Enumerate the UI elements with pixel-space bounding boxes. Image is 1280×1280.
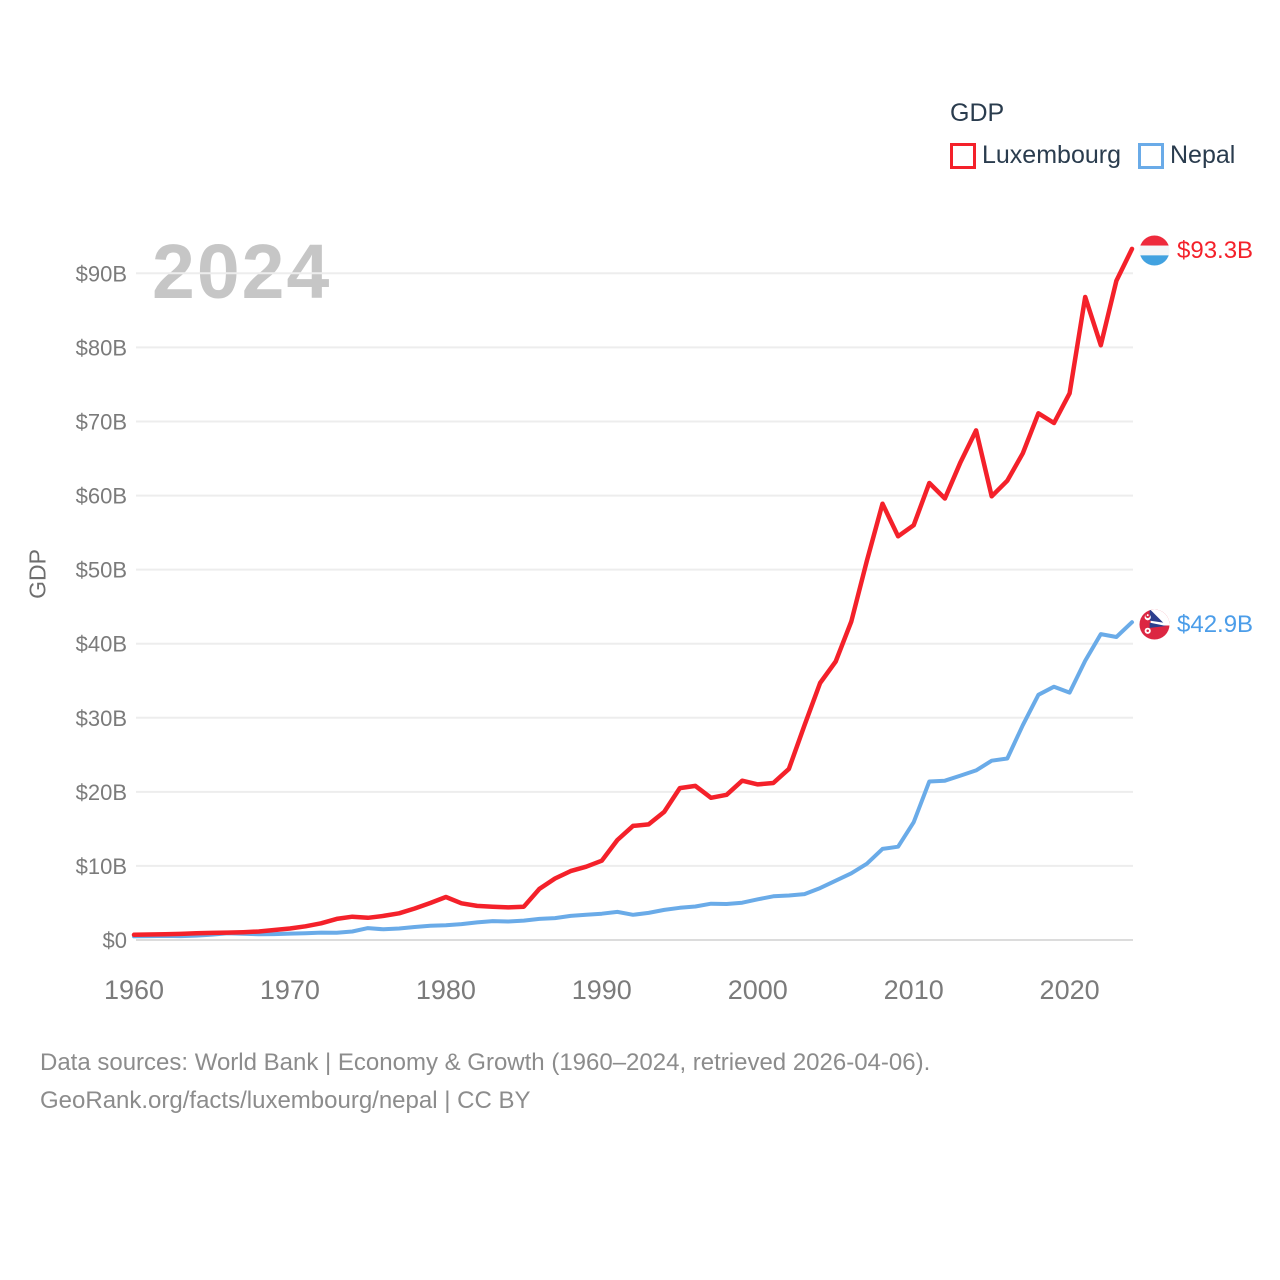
chart-legend: GDP Luxembourg Nepal	[950, 99, 1235, 170]
data-sources-line: Data sources: World Bank | Economy & Gro…	[40, 1049, 931, 1076]
x-tick-label: 1970	[260, 975, 320, 1005]
luxembourg-swatch-icon	[950, 142, 976, 169]
legend-label: Luxembourg	[982, 141, 1121, 169]
luxembourg-end-value: $93.3B	[1177, 236, 1254, 264]
legend-title: GDP	[950, 99, 1005, 127]
y-tick-label: $20B	[76, 780, 127, 805]
x-tick-label: 2010	[884, 975, 944, 1005]
y-tick-label: $80B	[76, 335, 127, 360]
nepal-flag-icon	[1139, 609, 1170, 640]
x-tick-label: 1980	[416, 975, 476, 1005]
legend-item-luxembourg[interactable]: Luxembourg	[950, 141, 1121, 170]
legend-items: Luxembourg Nepal	[950, 141, 1235, 170]
y-tick-label: $60B	[76, 484, 127, 509]
y-tick-label: $0	[103, 928, 127, 953]
y-tick-label: $50B	[76, 558, 127, 583]
series-line-luxembourg[interactable]	[131, 246, 1135, 938]
nepal-end-label: $42.9B	[1139, 609, 1253, 640]
x-tick-label: 2020	[1040, 975, 1100, 1005]
x-tick-label: 2000	[728, 975, 788, 1005]
attribution-line: GeoRank.org/facts/luxembourg/nepal | CC …	[40, 1087, 531, 1114]
y-tick-label: $90B	[76, 261, 127, 286]
year-watermark: 2024	[152, 229, 332, 315]
legend-label: Nepal	[1169, 141, 1236, 169]
legend-item-nepal[interactable]: Nepal	[1137, 141, 1236, 170]
nepal-end-value: $42.9B	[1177, 610, 1254, 638]
nepal-swatch-icon	[1137, 142, 1164, 169]
y-tick-label: $70B	[76, 410, 127, 435]
y-tick-label: $30B	[76, 706, 127, 731]
plot-area: $0 $10B $20B $30B $40B $50B $60B $70B $80B $90B 19…	[76, 246, 1135, 1005]
series-line-nepal[interactable]	[132, 620, 1134, 939]
luxembourg-end-label: $93.3B	[1139, 235, 1253, 266]
luxembourg-flag-icon	[1139, 235, 1170, 266]
x-tick-label: 1960	[104, 975, 164, 1005]
x-tick-label: 1990	[572, 975, 632, 1005]
y-tick-label: $40B	[76, 632, 127, 657]
chart-footer: Data sources: World Bank | Economy & Gro…	[40, 1044, 930, 1120]
y-tick-label: $10B	[76, 854, 127, 879]
